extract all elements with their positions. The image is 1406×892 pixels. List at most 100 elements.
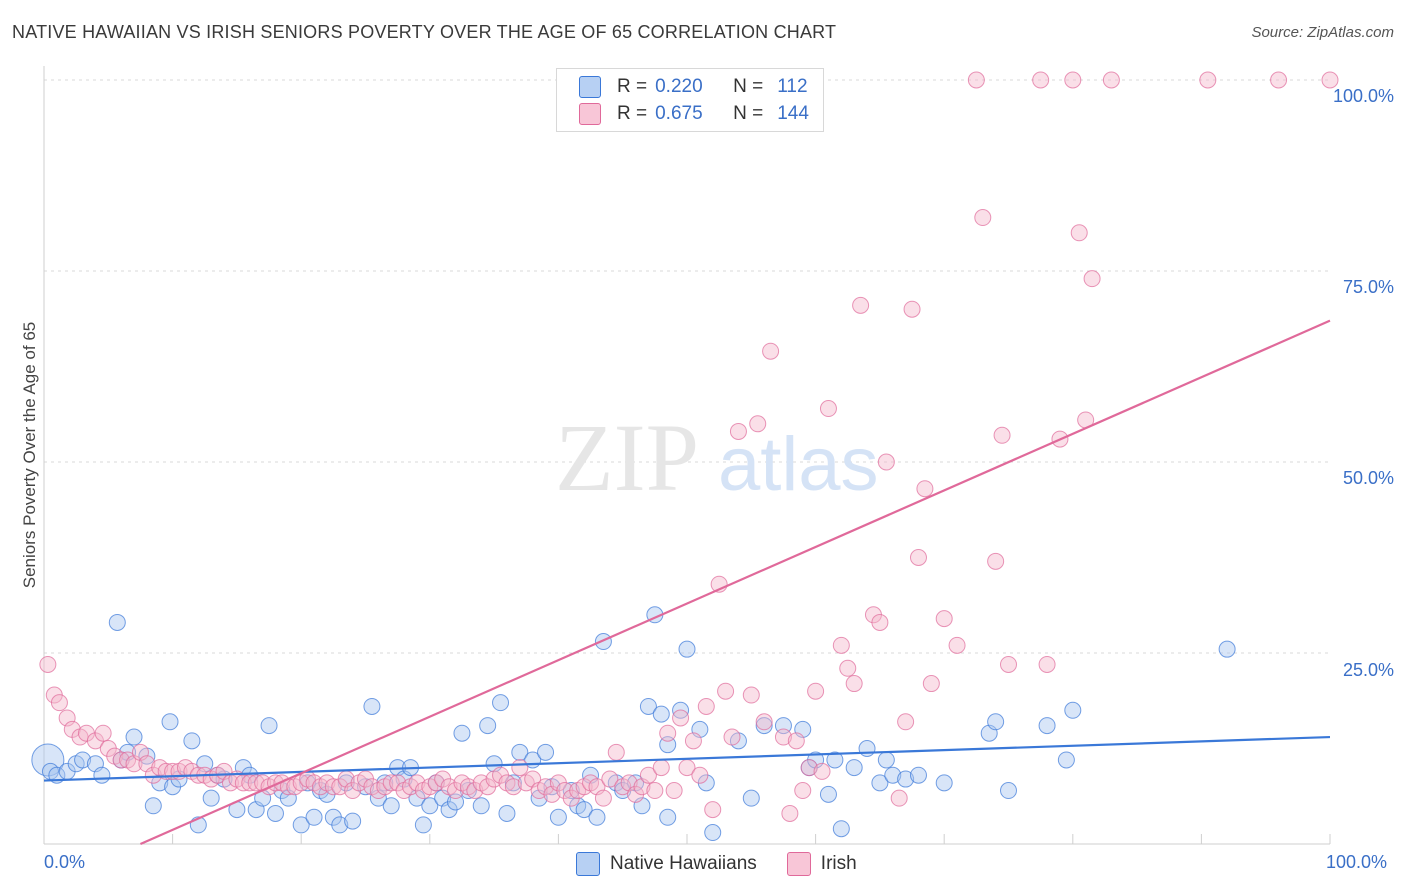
- data-point: [549, 808, 567, 826]
- data-point: [852, 296, 870, 314]
- legend-r-label: R =: [617, 76, 648, 97]
- data-point: [125, 728, 143, 746]
- data-point: [504, 774, 522, 792]
- data-point: [948, 636, 966, 654]
- data-point: [1038, 717, 1056, 735]
- data-point: [755, 717, 773, 735]
- data-point: [1218, 640, 1236, 658]
- legend-row-irish: R = 0.675 N = 144: [579, 101, 809, 127]
- data-point: [74, 751, 92, 769]
- data-point: [1199, 71, 1217, 89]
- data-point: [1057, 751, 1075, 769]
- data-point: [897, 770, 915, 788]
- data-point: [877, 453, 895, 471]
- data-point: [678, 640, 696, 658]
- data-point: [787, 732, 805, 750]
- x-tick-label: 0.0%: [44, 852, 86, 872]
- data-point: [537, 743, 555, 761]
- legend-n-value: 112: [777, 76, 808, 97]
- data-point: [704, 824, 722, 842]
- data-point: [112, 751, 130, 769]
- data-point: [845, 759, 863, 777]
- data-point: [1070, 224, 1088, 242]
- data-point: [858, 740, 876, 757]
- legend-swatch-pink: [579, 103, 601, 125]
- data-point: [987, 713, 1005, 731]
- data-point: [594, 633, 612, 651]
- data-point: [652, 759, 670, 777]
- data-point: [94, 724, 112, 742]
- data-point: [903, 300, 921, 318]
- data-point: [1000, 655, 1017, 673]
- bottom-legend-irish: Irish: [786, 852, 857, 876]
- data-point: [479, 717, 497, 735]
- data-point: [755, 713, 773, 731]
- trend-lines: [43, 319, 1331, 846]
- data-point: [819, 400, 837, 418]
- data-point: [299, 774, 317, 792]
- bottom-legend: Native Hawaiians Irish: [576, 852, 887, 876]
- x-tick-label: 100.0%: [1326, 852, 1388, 872]
- data-point: [575, 801, 593, 819]
- data-point: [1102, 71, 1120, 89]
- data-point: [1083, 270, 1101, 288]
- data-point: [826, 751, 844, 769]
- data-point: [877, 751, 895, 769]
- series-native-hawaiians-points: [31, 606, 1236, 842]
- data-point: [601, 770, 619, 788]
- data-point: [729, 422, 747, 440]
- data-point: [247, 774, 265, 792]
- data-point: [639, 697, 657, 715]
- legend-r-value: 0.220: [655, 76, 703, 97]
- data-point: [800, 759, 818, 777]
- chart-title: NATIVE HAWAIIAN VS IRISH SENIORS POVERTY…: [12, 22, 837, 42]
- data-point: [691, 766, 709, 784]
- data-point: [260, 717, 278, 735]
- data-point: [794, 782, 812, 800]
- data-point: [1270, 71, 1288, 89]
- bottom-legend-swatch-pink: [786, 852, 811, 876]
- data-point: [922, 675, 940, 693]
- data-point: [935, 610, 953, 628]
- data-point: [819, 785, 837, 803]
- legend-n-label: N =: [733, 103, 764, 124]
- data-point: [987, 552, 1005, 570]
- y-tick-label: 50.0%: [1342, 468, 1394, 488]
- data-point: [363, 697, 381, 715]
- data-point: [813, 762, 831, 780]
- data-point: [916, 480, 934, 498]
- data-point: [161, 713, 179, 731]
- data-point: [781, 804, 799, 822]
- data-point: [935, 774, 953, 792]
- data-point: [472, 797, 490, 815]
- trend-line-irish: [140, 319, 1331, 846]
- data-point: [241, 774, 259, 792]
- legend-n-label: N =: [733, 76, 764, 97]
- data-point: [665, 782, 683, 800]
- data-point: [1064, 71, 1082, 89]
- data-point: [884, 766, 902, 784]
- data-point: [909, 549, 927, 566]
- watermark-zip: ZIP: [555, 404, 699, 511]
- data-point: [704, 801, 722, 819]
- data-point: [144, 797, 162, 815]
- data-point: [723, 728, 741, 746]
- data-point: [659, 724, 677, 742]
- data-point: [742, 789, 760, 807]
- data-point: [382, 797, 400, 815]
- data-point: [974, 209, 992, 227]
- data-point: [697, 697, 715, 715]
- data-point: [588, 808, 606, 826]
- data-point: [607, 743, 625, 761]
- data-point: [108, 613, 126, 631]
- data-point: [890, 789, 908, 807]
- data-point: [749, 415, 767, 433]
- data-point: [492, 694, 510, 712]
- watermark: ZIP atlas: [555, 404, 879, 511]
- data-point: [832, 820, 850, 838]
- grid-lines: [43, 66, 1331, 845]
- bottom-legend-swatch-blue: [576, 852, 600, 876]
- legend-r-label: R =: [617, 103, 648, 124]
- data-point: [292, 816, 310, 834]
